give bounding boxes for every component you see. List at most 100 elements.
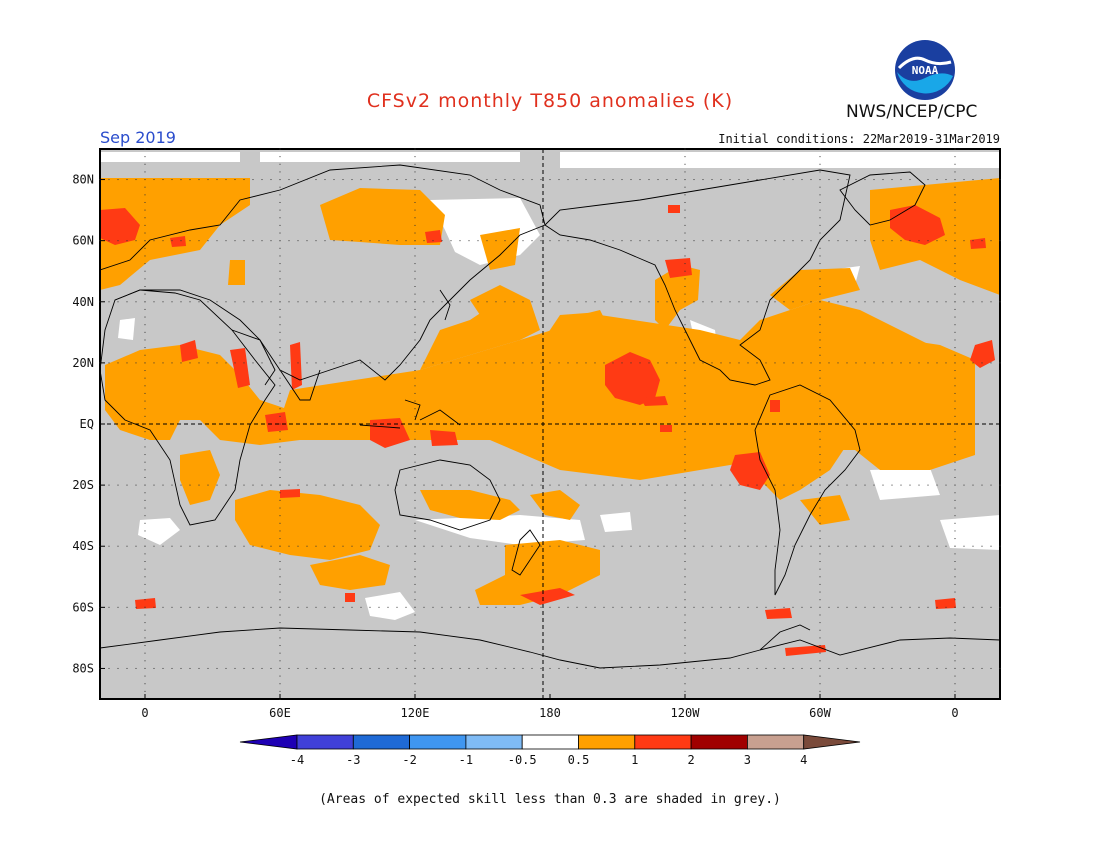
- grid-dot: [216, 545, 218, 547]
- grid-dot: [414, 316, 416, 318]
- grid-dot: [144, 675, 146, 677]
- grid-dot: [630, 301, 632, 303]
- grid-dot: [252, 667, 254, 669]
- grid-dot: [279, 507, 281, 509]
- grid-dot: [603, 240, 605, 242]
- grid-dot: [927, 667, 929, 669]
- grid-dot: [531, 545, 533, 547]
- grid-dot: [108, 606, 110, 608]
- grid-dot: [729, 240, 731, 242]
- grid-dot: [990, 606, 992, 608]
- grid-dot: [162, 606, 164, 608]
- grid-dot: [396, 240, 398, 242]
- grid-dot: [252, 606, 254, 608]
- grid-dot: [873, 179, 875, 181]
- grid-dot: [666, 301, 668, 303]
- legend-arrow-right: [803, 734, 861, 750]
- legend-arrow-left: [239, 734, 298, 750]
- grid-dot: [459, 240, 461, 242]
- grid-dot: [252, 240, 254, 242]
- grid-dot: [729, 362, 731, 364]
- grid-dot: [315, 484, 317, 486]
- grid-dot: [684, 232, 686, 234]
- grid-dot: [315, 362, 317, 364]
- grid-dot: [144, 362, 146, 364]
- grid-dot: [414, 629, 416, 631]
- grid-dot: [990, 301, 992, 303]
- grid-dot: [171, 362, 173, 364]
- grid-dot: [144, 171, 146, 173]
- grid-dot: [945, 301, 947, 303]
- grid-dot: [954, 591, 956, 593]
- grid-dot: [819, 392, 821, 394]
- grid-dot: [666, 667, 668, 669]
- grid-dot: [819, 163, 821, 165]
- grid-dot: [225, 484, 227, 486]
- grid-dot: [828, 545, 830, 547]
- grid-dot: [234, 301, 236, 303]
- grid-dot: [279, 599, 281, 601]
- grid-dot: [387, 606, 389, 608]
- grid-dot: [360, 301, 362, 303]
- grid-dot: [216, 301, 218, 303]
- grid-dot: [144, 240, 146, 242]
- grid-dot: [414, 278, 416, 280]
- grid-dot: [144, 324, 146, 326]
- grid-dot: [684, 545, 686, 547]
- grid-dot: [684, 377, 686, 379]
- legend-label: -1: [459, 753, 473, 767]
- grid-dot: [621, 484, 623, 486]
- grid-dot: [684, 354, 686, 356]
- grid-dot: [504, 362, 506, 364]
- grid-dot: [549, 484, 551, 486]
- grid-dot: [954, 614, 956, 616]
- grid-dot: [369, 362, 371, 364]
- grid-dot: [855, 484, 857, 486]
- grid-dot: [711, 667, 713, 669]
- grid-dot: [396, 301, 398, 303]
- grid-dot: [414, 622, 416, 624]
- grid-dot: [378, 606, 380, 608]
- grid-dot: [162, 362, 164, 364]
- grid-dot: [576, 484, 578, 486]
- grid-dot: [873, 667, 875, 669]
- grid-dot: [954, 431, 956, 433]
- grid-dot: [558, 667, 560, 669]
- grid-dot: [324, 179, 326, 181]
- grid-dot: [684, 224, 686, 226]
- grid-dot: [198, 606, 200, 608]
- grid-dot: [414, 331, 416, 333]
- grid-dot: [837, 240, 839, 242]
- grid-dot: [954, 316, 956, 318]
- grid-dot: [504, 179, 506, 181]
- grid-dot: [684, 347, 686, 349]
- grid-dot: [684, 645, 686, 647]
- grid-dot: [189, 179, 191, 181]
- grid-dot: [459, 667, 461, 669]
- grid-dot: [279, 370, 281, 372]
- grid-dot: [639, 667, 641, 669]
- grid-dot: [684, 660, 686, 662]
- grid-dot: [270, 545, 272, 547]
- grid-dot: [585, 606, 587, 608]
- grid-dot: [360, 240, 362, 242]
- grid-dot: [117, 667, 119, 669]
- grid-dot: [684, 568, 686, 570]
- grid-dot: [441, 301, 443, 303]
- grid-dot: [684, 652, 686, 654]
- grid-dot: [279, 316, 281, 318]
- grid-dot: [873, 606, 875, 608]
- grid-dot: [360, 362, 362, 364]
- grid-dot: [108, 179, 110, 181]
- grid-dot: [171, 240, 173, 242]
- grid-dot: [117, 301, 119, 303]
- grid-dot: [684, 667, 686, 669]
- grid-dot: [279, 591, 281, 593]
- grid-dot: [846, 667, 848, 669]
- grid-dot: [936, 362, 938, 364]
- grid-dot: [693, 240, 695, 242]
- grid-dot: [324, 606, 326, 608]
- grid-dot: [144, 339, 146, 341]
- grid-dot: [207, 667, 209, 669]
- grid-dot: [720, 545, 722, 547]
